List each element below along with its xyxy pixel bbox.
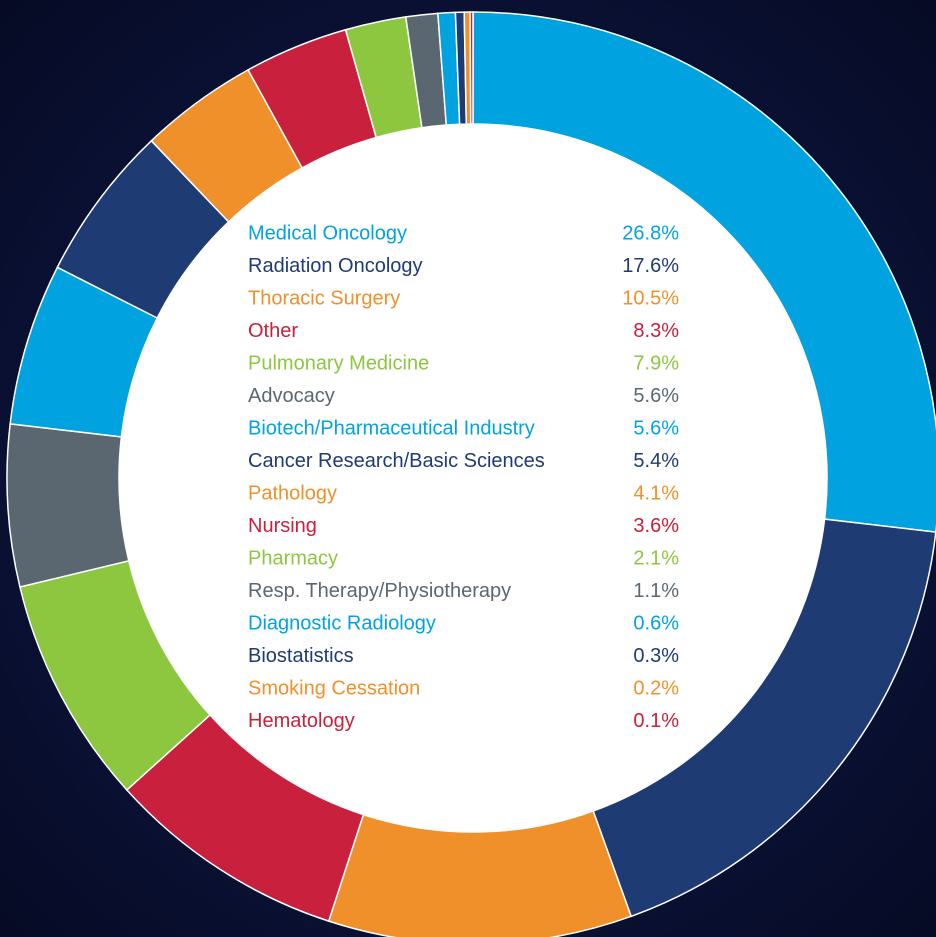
legend-value: 10.5% [622,287,679,309]
legend-value: 7.9% [633,352,679,374]
donut-slice [6,423,130,588]
legend-label: Pharmacy [248,547,338,569]
legend-label: Nursing [248,515,317,537]
donut-hole [119,124,827,832]
legend-value: 5.6% [633,385,679,407]
legend-value: 2.1% [633,547,679,569]
legend-label: Smoking Cessation [248,677,420,699]
legend-label: Resp. Therapy/Physiotherapy [248,580,511,602]
legend-label: Pulmonary Medicine [248,352,429,374]
legend-value: 0.6% [633,612,679,634]
legend-value: 3.6% [633,515,679,537]
legend-value: 5.6% [633,417,679,439]
legend-label: Cancer Research/Basic Sciences [248,450,545,472]
donut-slice [469,11,474,125]
legend-value: 0.2% [633,677,679,699]
legend-label: Diagnostic Radiology [248,612,436,634]
legend-value: 17.6% [622,255,679,277]
legend-value: 5.4% [633,450,679,472]
legend-label: Biostatistics [248,645,354,667]
legend-value: 26.8% [622,222,679,244]
legend-value: 1.1% [633,580,679,602]
legend-label: Hematology [248,710,355,732]
legend-label: Other [248,320,298,342]
legend-value: 8.3% [633,320,679,342]
legend-label: Pathology [248,482,337,504]
legend-value: 0.1% [633,710,679,732]
legend-value: 0.3% [633,645,679,667]
legend-label: Medical Oncology [248,222,407,244]
legend-label: Advocacy [248,385,335,407]
legend-value: 4.1% [633,482,679,504]
legend-label: Thoracic Surgery [248,287,400,309]
legend-label: Radiation Oncology [248,255,423,277]
legend-label: Biotech/Pharmaceutical Industry [248,417,535,439]
